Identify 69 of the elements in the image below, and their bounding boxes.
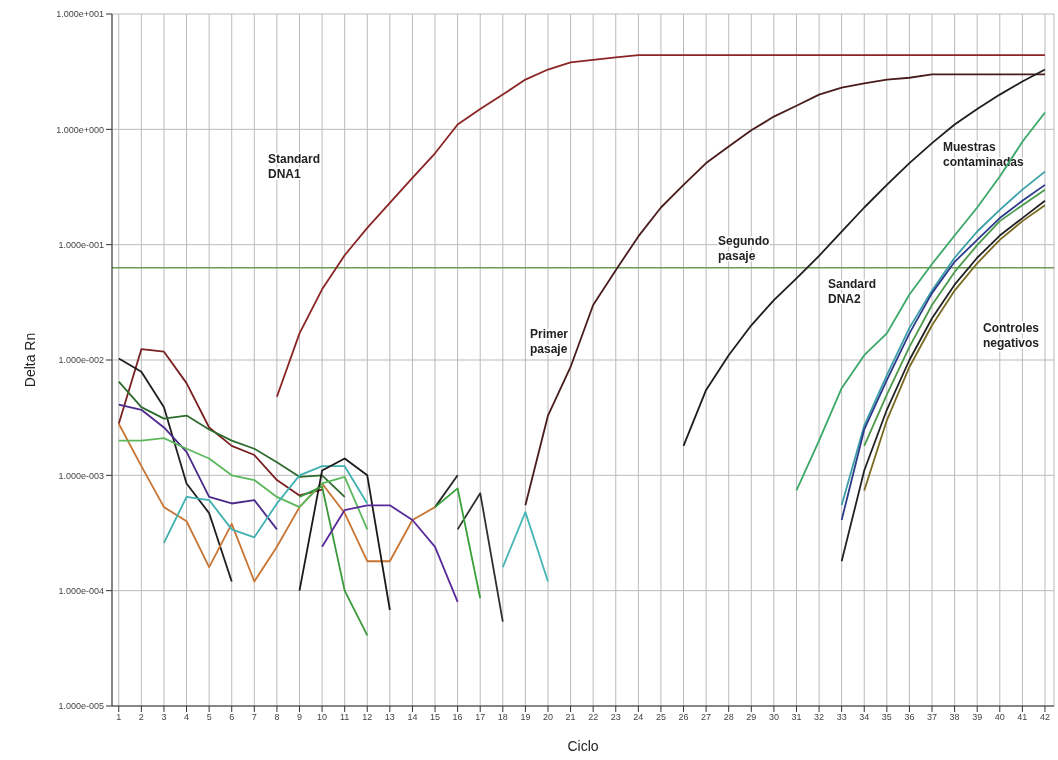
x-tick-label: 3 bbox=[161, 712, 167, 723]
x-tick-label: 24 bbox=[633, 712, 644, 723]
x-tick-label: 31 bbox=[791, 712, 802, 723]
line-series bbox=[321, 504, 459, 603]
x-tick-label: 42 bbox=[1039, 712, 1050, 723]
x-tick-label: 18 bbox=[497, 712, 508, 723]
annotation: Segundo pasaje bbox=[718, 234, 770, 263]
line-series bbox=[117, 348, 323, 497]
line-series bbox=[795, 111, 1046, 492]
x-tick-label: 25 bbox=[655, 712, 666, 723]
x-tick-label: 33 bbox=[836, 712, 847, 723]
x-tick-label: 41 bbox=[1017, 712, 1028, 723]
x-tick-label: 2 bbox=[138, 712, 144, 723]
x-tick-label: 30 bbox=[768, 712, 779, 723]
line-series bbox=[117, 357, 233, 583]
x-tick-label: 9 bbox=[296, 712, 302, 723]
x-tick-label: 19 bbox=[520, 712, 531, 723]
x-tick-label: 27 bbox=[701, 712, 712, 723]
x-tick-label: 13 bbox=[384, 712, 395, 723]
x-tick-label: 34 bbox=[859, 712, 870, 723]
line-series bbox=[117, 437, 369, 531]
line-series bbox=[298, 457, 391, 611]
x-tick-label: 5 bbox=[206, 712, 212, 723]
y-tick-label: 1.000e-003 bbox=[58, 470, 104, 481]
x-tick-label: 4 bbox=[184, 712, 190, 723]
x-tick-label: 38 bbox=[949, 712, 960, 723]
x-tick-label: 35 bbox=[881, 712, 892, 723]
y-axis-title: Delta Rn bbox=[21, 332, 38, 388]
x-tick-label: 21 bbox=[565, 712, 576, 723]
line-series bbox=[163, 465, 369, 544]
x-tick-label: 7 bbox=[251, 712, 257, 723]
y-tick-label: 1.000e+000 bbox=[56, 124, 104, 135]
x-tick-label: 39 bbox=[972, 712, 983, 723]
x-tick-label: 37 bbox=[927, 712, 938, 723]
x-tick-label: 26 bbox=[678, 712, 689, 723]
annotation: Primer pasaje bbox=[530, 327, 569, 356]
line-series bbox=[524, 73, 1046, 507]
line-series bbox=[298, 485, 369, 637]
x-tick-label: 22 bbox=[588, 712, 599, 723]
y-tick-label: 1.000e-005 bbox=[58, 701, 104, 712]
x-tick-label: 28 bbox=[723, 712, 734, 723]
x-tick-label: 23 bbox=[610, 712, 621, 723]
line-series bbox=[117, 422, 436, 583]
y-tick-label: 1.000e-002 bbox=[58, 355, 104, 366]
x-tick-label: 36 bbox=[904, 712, 915, 723]
x-axis-title: Ciclo bbox=[567, 738, 599, 754]
annotation: Controles negativos bbox=[983, 321, 1040, 350]
x-tick-label: 6 bbox=[229, 712, 235, 723]
x-tick-label: 32 bbox=[814, 712, 825, 723]
x-tick-label: 40 bbox=[994, 712, 1005, 723]
x-tick-label: 14 bbox=[407, 712, 418, 723]
y-tick-label: 1.000e-001 bbox=[58, 239, 104, 250]
y-tick-label: 1.000e-004 bbox=[58, 585, 104, 596]
y-tick-label: 1.000e+001 bbox=[56, 9, 104, 20]
annotation: Standard DNA1 bbox=[268, 152, 321, 181]
line-series bbox=[682, 68, 1046, 447]
x-tick-label: 12 bbox=[362, 712, 373, 723]
line-series bbox=[117, 380, 346, 498]
x-tick-label: 10 bbox=[317, 712, 328, 723]
x-tick-label: 16 bbox=[452, 712, 463, 723]
x-tick-label: 11 bbox=[340, 712, 350, 723]
line-series bbox=[117, 403, 278, 531]
x-tick-label: 20 bbox=[542, 712, 553, 723]
x-tick-label: 8 bbox=[274, 712, 280, 723]
x-tick-label: 1 bbox=[116, 712, 122, 723]
x-tick-label: 29 bbox=[746, 712, 757, 723]
annotation: Sandard DNA2 bbox=[828, 277, 877, 306]
x-tick-label: 17 bbox=[475, 712, 486, 723]
x-tick-label: 15 bbox=[430, 712, 441, 723]
